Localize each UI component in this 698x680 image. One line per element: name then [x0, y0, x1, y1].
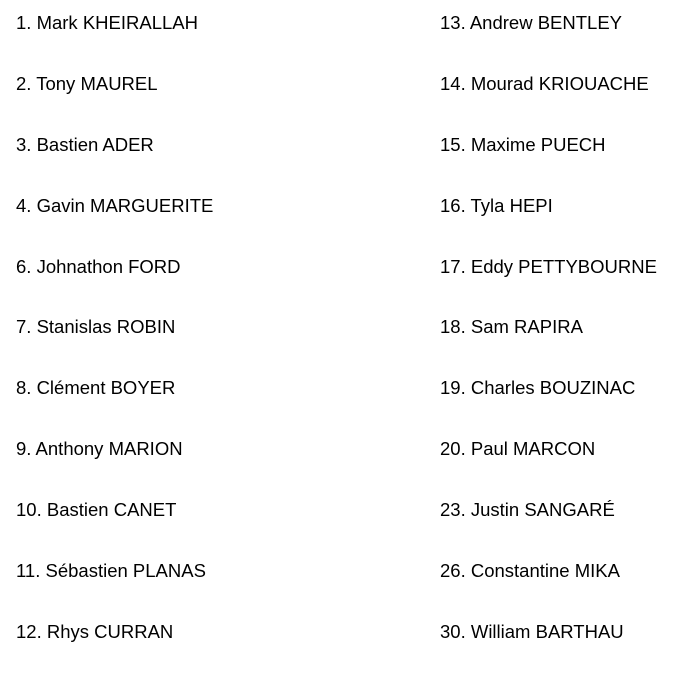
list-item: 15. Maxime PUECH	[440, 133, 606, 155]
list-item: 13. Andrew BENTLEY	[440, 12, 623, 33]
list-item: 19. Charles BOUZINAC	[440, 377, 636, 399]
list-item: 2. Tony MAUREL	[16, 72, 158, 94]
list-item: 9. Anthony MARION	[16, 438, 183, 460]
list-item: 20. Paul MARCON	[440, 438, 596, 460]
list-item: 16. Tyla HEPI	[440, 194, 553, 216]
list-item: 4. Gavin MARGUERITE	[16, 194, 214, 216]
list-item: 23. Justin SANGARÉ	[440, 499, 615, 521]
list-item: 1. Mark KHEIRALLAH	[16, 12, 198, 33]
list-item: 6. Johnathon FORD	[16, 255, 181, 277]
list-item: 7. Stanislas ROBIN	[16, 316, 176, 338]
list-item: 26. Constantine MIKA	[440, 560, 620, 582]
list-item: 14. Mourad KRIOUACHE	[440, 72, 649, 94]
player-list-left: 1. Mark KHEIRALLAH 2. Tony MAUREL 3. Basti…	[16, 10, 213, 680]
list-item: 11. Sébastien PLANAS	[16, 560, 206, 582]
list-item: 10. Bastien CANET	[16, 499, 177, 521]
list-item: 3. Bastien ADER	[16, 133, 154, 155]
list-item: 17. Eddy PETTYBOURNE	[440, 255, 657, 277]
list-item: 30. William BARTHAU	[440, 620, 624, 642]
list-item: 18. Sam RAPIRA	[440, 316, 583, 338]
list-item: 8. Clément BOYER	[16, 377, 176, 399]
list-item: 12. Rhys CURRAN	[16, 620, 174, 642]
player-list-right: 13. Andrew BENTLEY 14. Mourad KRIOUACHE 15…	[440, 10, 657, 680]
